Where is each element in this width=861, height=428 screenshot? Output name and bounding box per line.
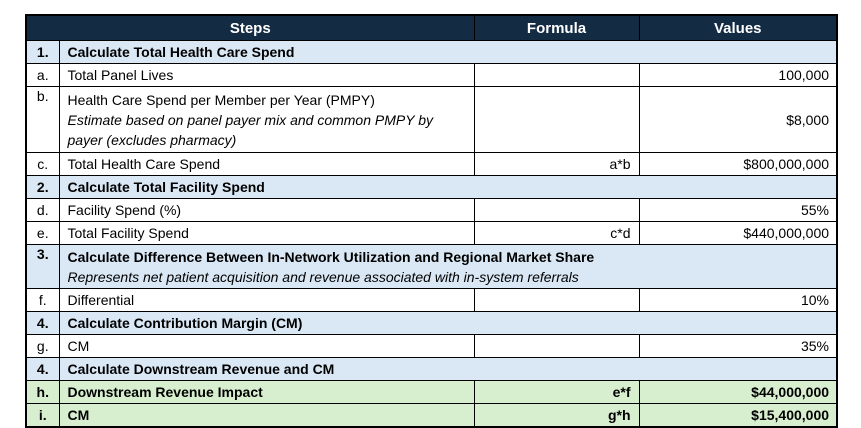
step-row-a: a. Total Panel Lives 100,000 bbox=[25, 63, 838, 87]
step-row-e: e. Total Facility Spend c*d $440,000,000 bbox=[25, 221, 838, 245]
value-cell: 10% bbox=[638, 288, 838, 312]
section-number: 4. bbox=[25, 357, 60, 381]
section-number: 2. bbox=[25, 175, 60, 199]
formula-cell: a*b bbox=[473, 152, 640, 176]
step-row-g: g. CM 35% bbox=[25, 334, 838, 358]
header-row: Steps Formula Values bbox=[25, 14, 838, 41]
column-header-formula: Formula bbox=[473, 14, 640, 41]
section-title: Calculate Total Facility Spend bbox=[58, 175, 838, 199]
step-row-c: c. Total Health Care Spend a*b $800,000,… bbox=[25, 152, 838, 176]
section-title: Calculate Contribution Margin (CM) bbox=[58, 311, 838, 335]
value-cell: $8,000 bbox=[638, 86, 838, 153]
result-label: Downstream Revenue Impact bbox=[58, 380, 475, 404]
section-title-group: Calculate Difference Between In-Network … bbox=[58, 244, 838, 289]
step-label: Health Care Spend per Member per Year (P… bbox=[67, 91, 375, 108]
step-note: Estimate based on panel payer mix and co… bbox=[67, 111, 433, 148]
section-note: Represents net patient acquisition and r… bbox=[67, 268, 579, 285]
section-row-1: 1. Calculate Total Health Care Spend bbox=[25, 40, 838, 64]
step-letter: b. bbox=[25, 86, 60, 153]
section-number: 4. bbox=[25, 311, 60, 335]
section-row-3: 3. Calculate Difference Between In-Netwo… bbox=[25, 244, 838, 289]
section-title-text: Calculate Difference Between In-Network … bbox=[67, 248, 595, 265]
section-row-2: 2. Calculate Total Facility Spend bbox=[25, 175, 838, 199]
step-label: Total Panel Lives bbox=[58, 63, 475, 87]
step-label: Facility Spend (%) bbox=[58, 198, 475, 222]
section-title-text: Calculate Downstream Revenue and CM bbox=[67, 361, 335, 377]
formula-cell bbox=[473, 63, 640, 87]
value-cell: $15,400,000 bbox=[638, 403, 838, 428]
formula-cell: e*f bbox=[473, 380, 640, 404]
section-title: Calculate Downstream Revenue and CM bbox=[58, 357, 838, 381]
formula-cell: g*h bbox=[473, 403, 640, 428]
step-label: Total Facility Spend bbox=[58, 221, 475, 245]
section-title-text: Calculate Total Health Care Spend bbox=[67, 44, 295, 60]
result-row-i: i. CM g*h $15,400,000 bbox=[25, 403, 838, 428]
step-letter: g. bbox=[25, 334, 60, 358]
value-cell: 100,000 bbox=[638, 63, 838, 87]
step-label: CM bbox=[58, 334, 475, 358]
step-letter: i. bbox=[25, 403, 60, 428]
step-label: Total Health Care Spend bbox=[58, 152, 475, 176]
step-letter: d. bbox=[25, 198, 60, 222]
section-title: Calculate Total Health Care Spend bbox=[58, 40, 838, 64]
calculation-table: Steps Formula Values 1. Calculate Total … bbox=[25, 14, 839, 428]
value-cell: 35% bbox=[638, 334, 838, 358]
column-header-values: Values bbox=[638, 14, 838, 41]
value-cell: $44,000,000 bbox=[638, 380, 838, 404]
step-row-d: d. Facility Spend (%) 55% bbox=[25, 198, 838, 222]
column-header-steps: Steps bbox=[25, 14, 475, 41]
step-row-f: f. Differential 10% bbox=[25, 288, 838, 312]
result-label: CM bbox=[58, 403, 475, 428]
step-row-b: b. Health Care Spend per Member per Year… bbox=[25, 86, 838, 153]
step-label-group: Health Care Spend per Member per Year (P… bbox=[58, 86, 475, 153]
step-letter: f. bbox=[25, 288, 60, 312]
step-letter: a. bbox=[25, 63, 60, 87]
formula-cell bbox=[473, 288, 640, 312]
section-row-4b: 4. Calculate Downstream Revenue and CM bbox=[25, 357, 838, 381]
step-letter: e. bbox=[25, 221, 60, 245]
formula-cell bbox=[473, 334, 640, 358]
formula-cell: c*d bbox=[473, 221, 640, 245]
section-title-text: Calculate Total Facility Spend bbox=[67, 179, 265, 195]
value-cell: $800,000,000 bbox=[638, 152, 838, 176]
step-label: Differential bbox=[58, 288, 475, 312]
value-cell: $440,000,000 bbox=[638, 221, 838, 245]
section-number: 1. bbox=[25, 40, 60, 64]
section-number: 3. bbox=[25, 244, 60, 289]
calculation-sheet: Steps Formula Values 1. Calculate Total … bbox=[25, 14, 839, 428]
result-row-h: h. Downstream Revenue Impact e*f $44,000… bbox=[25, 380, 838, 404]
step-letter: h. bbox=[25, 380, 60, 404]
step-letter: c. bbox=[25, 152, 60, 176]
section-row-4: 4. Calculate Contribution Margin (CM) bbox=[25, 311, 838, 335]
formula-cell bbox=[473, 86, 640, 153]
value-cell: 55% bbox=[638, 198, 838, 222]
section-title-text: Calculate Contribution Margin (CM) bbox=[67, 315, 303, 331]
formula-cell bbox=[473, 198, 640, 222]
